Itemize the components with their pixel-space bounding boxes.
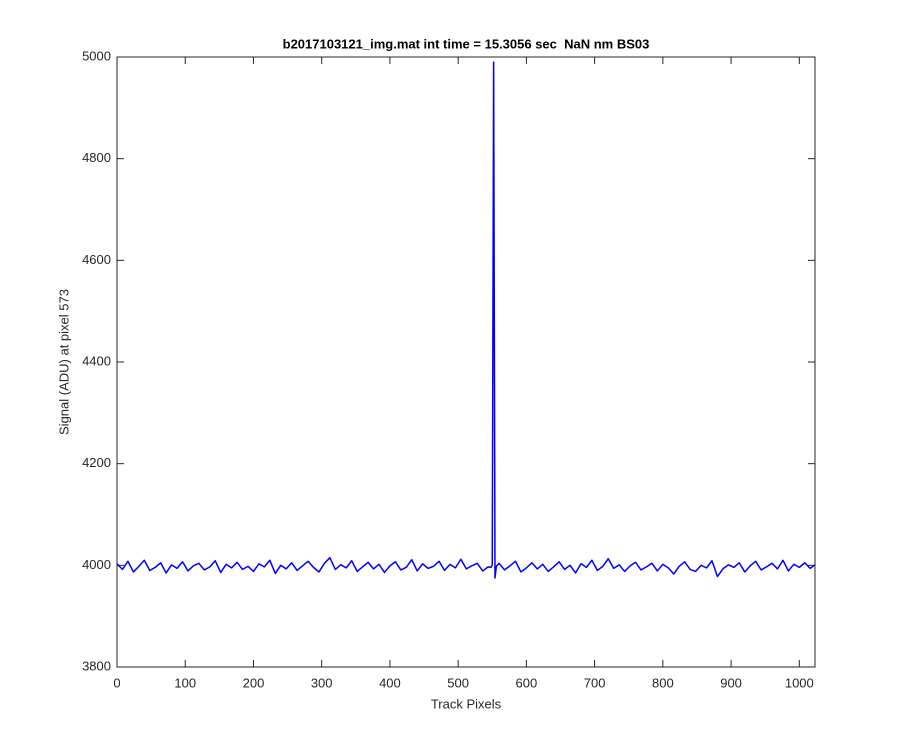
x-tick-label: 400 xyxy=(379,675,401,690)
x-tick-label: 700 xyxy=(584,675,606,690)
x-tick-label: 800 xyxy=(652,675,674,690)
y-tick-label: 4800 xyxy=(82,150,111,165)
y-tick-label: 4600 xyxy=(82,252,111,267)
y-tick-label: 4000 xyxy=(82,557,111,572)
x-tick-label: 1000 xyxy=(785,675,814,690)
x-tick-label: 500 xyxy=(447,675,469,690)
y-tick-label: 3800 xyxy=(82,658,111,673)
x-tick-label: 200 xyxy=(243,675,265,690)
chart-title: b2017103121_img.mat int time = 15.3056 s… xyxy=(283,36,650,51)
y-axis-label: Signal (ADU) at pixel 573 xyxy=(56,289,71,435)
data-line xyxy=(116,61,816,579)
x-tick-label: 100 xyxy=(174,675,196,690)
plot-area xyxy=(116,56,816,668)
x-tick-label: 0 xyxy=(113,675,120,690)
x-tick-label: 600 xyxy=(516,675,538,690)
x-tick-label: 900 xyxy=(720,675,742,690)
y-tick-label: 4400 xyxy=(82,353,111,368)
y-tick-label: 4200 xyxy=(82,455,111,470)
x-tick-label: 300 xyxy=(311,675,333,690)
x-axis-label: Track Pixels xyxy=(431,696,502,711)
y-tick-label: 5000 xyxy=(82,48,111,63)
